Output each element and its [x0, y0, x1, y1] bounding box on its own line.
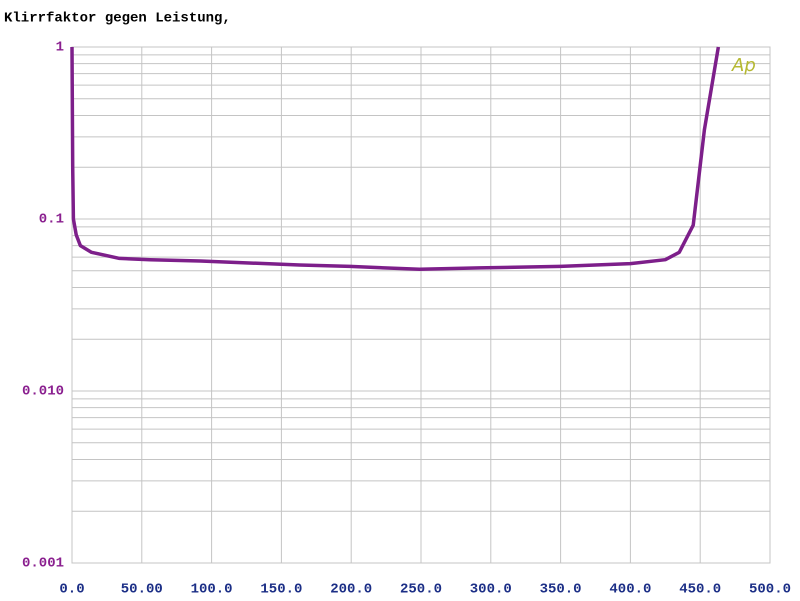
- x-tick-label: 400.0: [609, 582, 651, 598]
- annotation: Ap: [731, 55, 756, 76]
- y-tick-label: 1: [56, 40, 64, 56]
- x-tick-label: 300.0: [470, 582, 512, 598]
- x-tick-label: 150.0: [260, 582, 302, 598]
- x-tick-label: 200.0: [330, 582, 372, 598]
- x-tick-label: 100.0: [191, 582, 233, 598]
- y-tick-label: 0.010: [22, 384, 64, 400]
- x-tick-label: 50.00: [121, 582, 163, 598]
- chart-title: Klirrfaktor gegen Leistung,: [4, 11, 231, 27]
- x-tick-label: 500.0: [749, 582, 791, 598]
- y-tick-label: 0.1: [39, 212, 64, 228]
- y-tick-label: 0.001: [22, 556, 64, 572]
- x-tick-label: 250.0: [400, 582, 442, 598]
- x-tick-label: 350.0: [540, 582, 582, 598]
- plot-frame: [71, 46, 771, 564]
- x-tick-label: 0.0: [59, 582, 84, 598]
- x-tick-label: 450.0: [679, 582, 721, 598]
- data-line: [70, 46, 721, 272]
